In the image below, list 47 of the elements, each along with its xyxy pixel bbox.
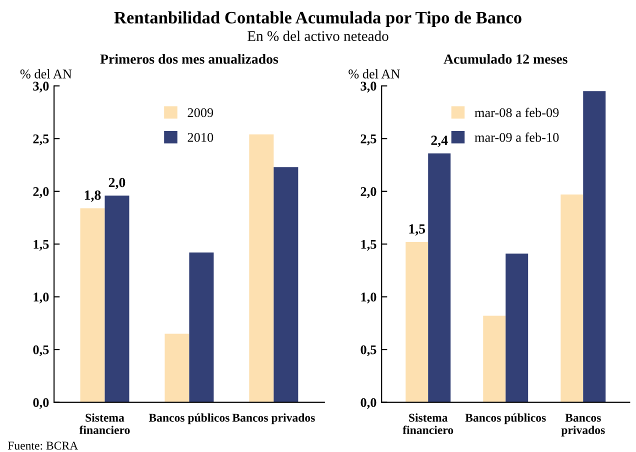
text: En % del activo neteado [248,30,388,42]
legend-label: mar-08 a feb-09 [474,108,559,118]
bar [189,252,214,402]
bar [483,316,506,402]
chart-title: Primeros dos mes anualizados [100,54,278,64]
y-tick-label: 2,0 [33,187,49,198]
bar [506,254,528,402]
y-tick-label: 3,0 [33,82,49,92]
x-tick-label: Bancos públicos [148,413,230,424]
x-tick-label: Bancos públicos [465,413,546,424]
bar [164,334,190,402]
bar [583,91,606,402]
y-tick-label: 0,0 [33,398,49,409]
chart-title: Acumulado 12 meses [444,54,568,64]
x-tick-label: Sistema financiero [79,413,130,434]
y-tick-label: 0,5 [360,345,376,356]
y-tick-label: 1,0 [34,292,49,304]
y-tick-label: 2,5 [33,134,49,146]
bar [560,194,584,402]
y-tick-label: 0,0 [360,398,376,409]
x-tick-label: Sistema financiero [402,413,454,434]
x-tick-label: Bancos privados [232,413,315,424]
y-tick-label: 3,0 [360,82,376,92]
legend-label: 2010 [188,132,214,142]
y-tick-label: 1,0 [361,292,376,304]
legend-label: mar-09 a feb-10 [474,132,559,142]
y-tick-label: 2,0 [360,187,376,198]
data-label: 2,4 [431,136,448,148]
data-label: 2,0 [108,178,126,190]
bar [104,196,130,402]
bar [406,242,428,402]
bar [274,167,298,402]
bar [249,134,274,402]
source-note: Fuente: BCRA [8,442,78,450]
bar [428,153,451,402]
data-label: 1,8 [84,190,101,202]
y-tick-label: 1,5 [34,240,49,251]
legend-label: 2009 [188,108,214,118]
x-tick-label: Bancos privados [561,414,605,436]
y-tick-label: 2,5 [360,134,376,146]
text: Rentanbilidad Contable Acumulada por Tipo de Banco [114,11,522,28]
data-label: 1,5 [409,224,426,236]
y-axis-title: % del AN [348,69,400,78]
y-tick-label: 1,5 [361,240,376,251]
bar [80,208,105,402]
y-axis-title: % del AN [20,69,72,78]
y-tick-label: 0,5 [33,345,49,356]
